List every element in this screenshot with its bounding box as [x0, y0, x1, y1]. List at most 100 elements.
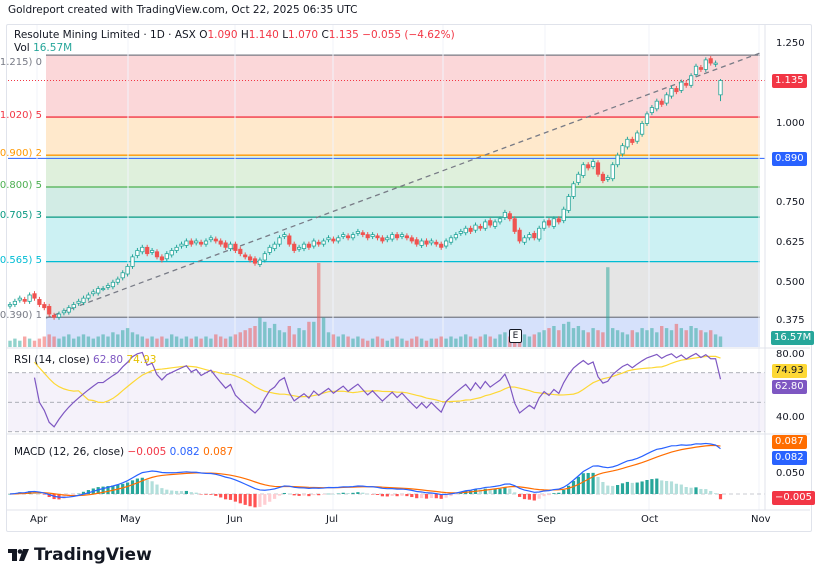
macd-histogram-bar	[660, 480, 664, 494]
volume-bar	[684, 330, 688, 347]
fib-zone	[46, 261, 760, 318]
candle-body	[640, 123, 645, 135]
candle-body	[424, 240, 429, 245]
volume-bar	[253, 326, 257, 347]
macd-histogram-bar	[336, 493, 340, 495]
volume-bar	[297, 328, 301, 347]
candle-body	[439, 243, 444, 248]
rsi-ma-value: 74.93	[126, 354, 157, 366]
macd-tick: 0.050	[776, 468, 805, 479]
candle-body	[517, 229, 522, 242]
candle-body	[52, 314, 57, 318]
candle-body	[213, 238, 218, 242]
volume-value: 16.57M	[33, 42, 73, 54]
candle-body	[326, 237, 331, 241]
macd-histogram-bar	[542, 494, 546, 497]
volume-bar	[312, 321, 316, 347]
grid-lines	[36, 25, 760, 510]
macd-histogram-bar	[532, 494, 536, 501]
volume-bar	[223, 338, 228, 347]
candle-body	[267, 246, 272, 253]
candle-body	[635, 132, 640, 142]
macd-histogram-bar	[145, 479, 149, 494]
volume-bar	[713, 334, 718, 347]
volume-bar	[449, 336, 453, 347]
candle-body	[287, 235, 292, 245]
volume-bar	[91, 338, 95, 347]
earnings-marker[interactable]: E	[509, 329, 522, 343]
candle-body	[306, 243, 312, 248]
volume-bar	[532, 334, 536, 347]
fib-zone	[46, 55, 760, 118]
volume-bar	[674, 323, 679, 347]
volume-bar	[375, 336, 380, 347]
macd-histogram-bar	[150, 481, 154, 494]
volume-bar	[611, 328, 615, 347]
candle-body	[492, 221, 498, 227]
candle-body	[453, 234, 459, 239]
symbol-name[interactable]: Resolute Mining Limited · 1D · ASX	[14, 29, 196, 41]
macd-histogram-bar	[243, 494, 247, 505]
candle-body	[488, 220, 493, 226]
candle-body	[414, 239, 419, 245]
price-tick: 1.000	[776, 118, 805, 129]
candle-body	[233, 243, 238, 251]
macd-histogram-bar	[513, 492, 517, 494]
macd-histogram-bar	[684, 487, 688, 494]
volume-bar	[400, 338, 404, 347]
candle-body	[159, 256, 164, 261]
volume-bar	[18, 340, 22, 347]
candle-body	[630, 138, 635, 143]
time-tick: Jul	[326, 514, 339, 525]
volume-bar	[552, 326, 556, 347]
volume-bar	[292, 334, 296, 347]
volume-bar	[238, 332, 242, 347]
macd-histogram-bar	[635, 482, 639, 494]
candle-body	[37, 299, 42, 305]
macd-histogram-bar	[562, 489, 566, 494]
macd-signal-tag: 0.087	[772, 435, 807, 449]
macd-histogram-bar	[611, 485, 615, 494]
volume-bar	[135, 334, 140, 347]
candle-body	[463, 227, 468, 234]
tradingview-logo[interactable]: TradingView	[8, 545, 152, 565]
candle-body	[164, 253, 169, 260]
price-tick: 1.250	[776, 38, 805, 49]
candle-body	[443, 240, 449, 247]
macd-histogram-bar	[454, 494, 458, 495]
macd-histogram-bar	[503, 487, 507, 494]
macd-histogram-bar	[709, 490, 713, 494]
candle-body	[399, 234, 405, 237]
macd-histogram-bar	[165, 489, 169, 494]
candle-body	[693, 65, 699, 75]
candle-body	[247, 256, 253, 261]
time-tick: Aug	[434, 514, 454, 525]
macd-histogram-bar	[650, 479, 654, 494]
candle-body	[561, 208, 566, 222]
macd-histogram-bar	[37, 492, 41, 494]
macd-histogram-bar	[620, 483, 625, 494]
rsi-ma-line	[34, 355, 721, 404]
volume-bar	[459, 336, 463, 347]
macd-histogram-bar	[86, 490, 90, 494]
candle-body	[252, 258, 258, 264]
chart-panel[interactable]	[6, 24, 812, 532]
price-tick: 0.500	[776, 277, 805, 288]
volume-bar	[76, 336, 81, 347]
macd-signal-value: 0.087	[203, 446, 234, 458]
macd-histogram-bar	[179, 491, 184, 494]
volume-bar	[116, 334, 120, 347]
volume-bar	[478, 336, 483, 347]
macd-histogram-bar	[591, 472, 595, 494]
macd-histogram-bar	[312, 494, 316, 496]
candle-body	[674, 88, 679, 93]
candle-body	[345, 235, 351, 239]
candle-body	[110, 281, 115, 288]
macd-histogram-bar	[233, 494, 237, 502]
volume-bar	[473, 338, 478, 347]
candle-body	[91, 291, 96, 295]
fib-level-label: 1 (0.390)	[0, 310, 42, 322]
price-tick: 0.375	[776, 315, 805, 326]
price-tick: 0.625	[776, 237, 805, 248]
